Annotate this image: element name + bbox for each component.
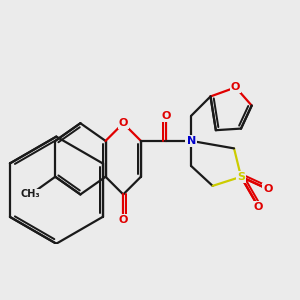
Text: O: O bbox=[118, 118, 128, 128]
Text: CH₃: CH₃ bbox=[21, 189, 40, 200]
Text: O: O bbox=[161, 111, 171, 121]
Text: N: N bbox=[187, 136, 196, 146]
Text: S: S bbox=[237, 172, 245, 182]
Text: O: O bbox=[263, 184, 272, 194]
Text: O: O bbox=[118, 214, 128, 225]
Text: O: O bbox=[254, 202, 263, 212]
Text: O: O bbox=[231, 82, 240, 92]
